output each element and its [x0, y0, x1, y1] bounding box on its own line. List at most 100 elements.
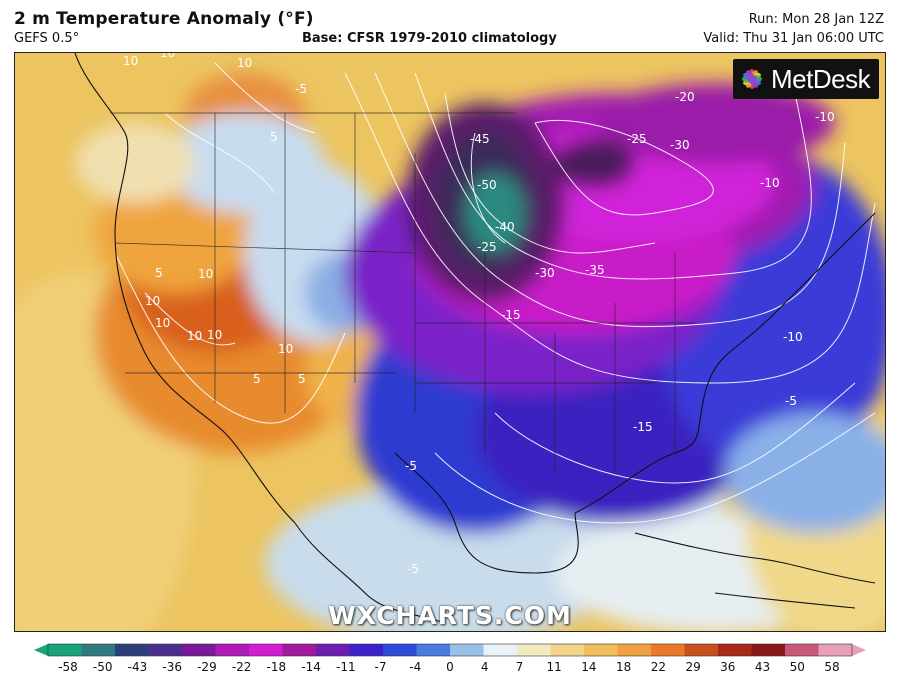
contour-value-label: -20	[675, 90, 695, 104]
wxcharts-watermark: WXCHARTS.COM	[328, 601, 572, 630]
contour-value-label: -50	[477, 178, 497, 192]
colorbar-ticks: -58 -50 -43 -36 -29 -22 -18 -14 -11 -7 -4 0 4 7 11 14 18…	[34, 660, 866, 680]
contour-value-label: 5	[298, 372, 306, 386]
colorbar-segment	[115, 644, 149, 656]
colorbar-tick-label: -4	[409, 660, 422, 674]
coastlines	[74, 53, 876, 624]
climatology-base-label: Base: CFSR 1979-2010 climatology	[302, 31, 557, 46]
contour-value-label: -5	[407, 562, 419, 576]
metdesk-logo-text: MetDesk	[771, 63, 871, 94]
contour-value-label: -10	[760, 176, 780, 190]
colorbar-tick-label: 22	[650, 660, 666, 674]
colorbar-tick-label: -50	[92, 660, 113, 674]
colorbar-segment	[818, 644, 853, 656]
contour-value-label: -15	[633, 420, 653, 434]
colorbar-segment	[617, 644, 652, 656]
contour-value-label: -10	[783, 330, 803, 344]
colorbar-segment	[249, 644, 283, 656]
colorbar-segment	[383, 644, 417, 656]
contour-value-label: 10	[155, 316, 170, 330]
colorbar-tick-label: -18	[266, 660, 287, 674]
contour-value-label: 10	[160, 53, 175, 60]
colorbar-tick-label: 4	[480, 660, 489, 674]
colorbar-segment	[416, 644, 451, 656]
metdesk-flower-icon	[742, 69, 762, 89]
contour-value-label: -40	[495, 220, 515, 234]
contour-value-label: 5	[253, 372, 261, 386]
colorbar-tick-label: -22	[231, 660, 252, 674]
colorbar-border	[47, 643, 853, 657]
contour-value-label: 10	[278, 342, 293, 356]
valid-time-label: Valid: Thu 31 Jan 06:00 UTC	[703, 31, 884, 46]
contour-value-label: -10	[815, 110, 835, 124]
anomaly-map-svg: 10 10 10 -5 -20 -10 5 -45 -25 -30 -10 -50 -40 -25 -30 -…	[15, 53, 885, 631]
colorbar-min-arrow	[34, 644, 48, 656]
contour-value-label: 10	[123, 54, 138, 68]
map-title: 2 m Temperature Anomaly (°F)	[14, 9, 314, 29]
colorbar-segment	[718, 644, 752, 656]
colorbar-tick-label: 11	[546, 660, 562, 674]
colorbar-tick-label: 50	[789, 660, 805, 674]
model-label: GEFS 0.5°	[14, 31, 80, 46]
contour-value-label: 5	[155, 266, 163, 280]
colorbar-tick-label: 58	[824, 660, 840, 674]
contour-value-label: -30	[670, 138, 690, 152]
colorbar-segment	[584, 644, 618, 656]
contour-value-label: -25	[627, 132, 647, 146]
contour-value-label: -5	[295, 82, 307, 96]
contour-value-label: 10	[145, 294, 160, 308]
contour-value-label: -5	[785, 394, 797, 408]
colorbar-segment	[349, 644, 384, 656]
colorbar-segment	[282, 644, 317, 656]
colorbar-segment	[550, 644, 585, 656]
colorbar: -58 -50 -43 -36 -29 -22 -18 -14 -11 -7 -4 0 4 7 11 14 18…	[34, 642, 866, 686]
colorbar-tick-label: -14	[301, 660, 321, 674]
colorbar-segment	[316, 644, 350, 656]
contour-lines	[114, 62, 876, 524]
colorbar-tick-label: -29	[197, 660, 217, 674]
colorbar-tick-label: 36	[720, 660, 736, 674]
colorbar-segment	[517, 644, 551, 656]
contour-value-label: -15	[501, 308, 521, 322]
colorbar-segment	[483, 644, 518, 656]
colorbar-segment	[215, 644, 250, 656]
run-time-label: Run: Mon 28 Jan 12Z	[748, 12, 884, 27]
contour-value-labels: 10 10 10 -5 -20 -10 5 -45 -25 -30 -10 -50 -40 -25 -30 -…	[123, 53, 835, 576]
anomaly-fields	[15, 73, 885, 631]
colorbar-segment	[751, 644, 786, 656]
colorbar-tick-label: 0	[446, 660, 454, 674]
map-header: 2 m Temperature Anomaly (°F) GEFS 0.5° B…	[0, 0, 900, 50]
contour-value-label: -30	[535, 266, 555, 280]
colorbar-tick-label: -11	[336, 660, 356, 674]
colorbar-tick-label: 18	[615, 660, 632, 674]
colorbar-segment	[785, 644, 819, 656]
metdesk-logo: MetDesk	[733, 59, 879, 99]
colorbar-segment	[48, 644, 82, 656]
contour-value-label: -5	[405, 459, 417, 473]
colorbar-segment	[684, 644, 719, 656]
anomaly-map: 10 10 10 -5 -20 -10 5 -45 -25 -30 -10 -50 -40 -25 -30 -…	[14, 52, 886, 632]
colorbar-tick-label: -36	[162, 660, 182, 674]
colorbar-tick-label: 29	[685, 660, 701, 674]
colorbar-segment	[81, 644, 116, 656]
colorbar-svg	[34, 643, 866, 657]
colorbar-segment	[148, 644, 183, 656]
colorbar-tick-label: -43	[127, 660, 148, 674]
colorbar-max-arrow	[852, 644, 866, 656]
contour-value-label: -25	[477, 240, 497, 254]
contour-value-label: 10	[237, 56, 252, 70]
contour-value-label: 10	[207, 328, 222, 342]
colorbar-tick-label: -7	[374, 660, 387, 674]
contour-value-label: -45	[470, 132, 490, 146]
state-borders	[110, 112, 695, 473]
contour-value-label: 10	[187, 329, 202, 343]
colorbar-tick-label: 43	[754, 660, 771, 674]
contour-value-label: 5	[270, 130, 278, 144]
contour-value-label: 10	[198, 267, 213, 281]
colorbar-segment	[450, 644, 484, 656]
colorbar-tick-label: 7	[515, 660, 524, 674]
colorbar-tick-label: -58	[58, 660, 78, 674]
contour-value-label: -35	[585, 263, 605, 277]
colorbar-segment	[182, 644, 216, 656]
colorbar-tick-label: 14	[581, 660, 597, 674]
